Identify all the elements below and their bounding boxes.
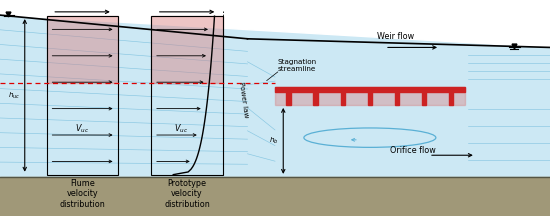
- Bar: [275, 87, 465, 105]
- Text: $V_{uc}$: $V_{uc}$: [75, 122, 90, 135]
- Text: $h_b$: $h_b$: [270, 136, 279, 146]
- Bar: [340, 92, 345, 105]
- Bar: [0, 0, 550, 177]
- Text: Orifice flow: Orifice flow: [389, 146, 436, 155]
- Bar: [151, 16, 223, 83]
- Bar: [0, 177, 550, 216]
- Bar: [395, 92, 399, 105]
- Text: $V_{uc}$: $V_{uc}$: [174, 122, 189, 135]
- Bar: [47, 16, 118, 175]
- Text: Stagnation
streamline: Stagnation streamline: [278, 59, 317, 72]
- Bar: [422, 92, 426, 105]
- Bar: [275, 87, 465, 92]
- Text: $h_{uc}$: $h_{uc}$: [8, 90, 20, 100]
- Text: Flume
velocity
distribution: Flume velocity distribution: [59, 179, 106, 209]
- Bar: [367, 92, 372, 105]
- Bar: [449, 92, 453, 105]
- Text: Weir flow: Weir flow: [377, 32, 415, 41]
- Text: Power law: Power law: [238, 82, 249, 119]
- Bar: [151, 16, 223, 175]
- Bar: [314, 92, 318, 105]
- Bar: [287, 92, 291, 105]
- Bar: [47, 16, 118, 83]
- Text: Prototype
velocity
distribution: Prototype velocity distribution: [164, 179, 210, 209]
